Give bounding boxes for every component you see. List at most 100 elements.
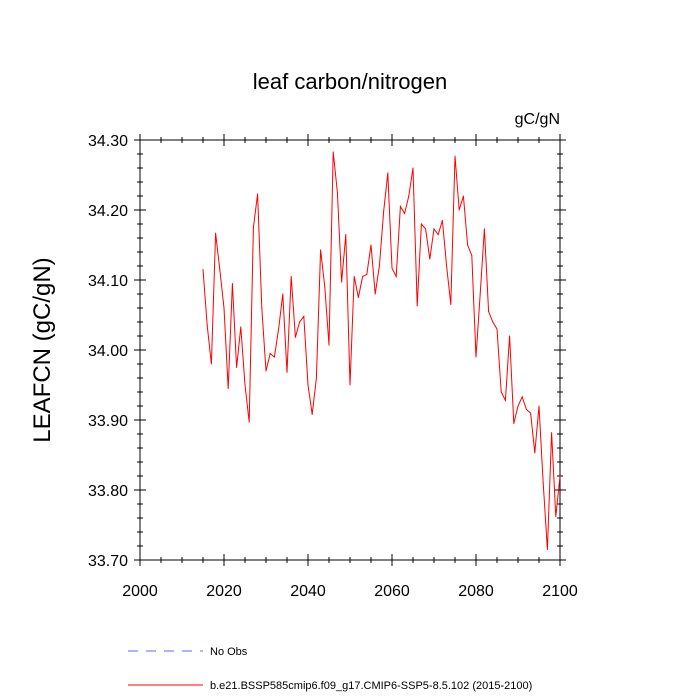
data-point [462, 195, 464, 197]
data-point [404, 213, 406, 214]
data-point [475, 356, 477, 358]
data-point [202, 269, 204, 270]
data-point [315, 377, 317, 379]
data-point [299, 321, 301, 323]
data-point [488, 311, 490, 312]
data-point [290, 276, 292, 277]
data-point [252, 227, 254, 228]
data-point [366, 273, 368, 275]
data-point [399, 206, 401, 207]
data-point [454, 155, 456, 157]
data-point [307, 384, 309, 386]
data-point [458, 209, 460, 211]
data-point [286, 371, 288, 373]
data-point [446, 265, 448, 267]
data-point [542, 482, 544, 484]
data-point [370, 244, 372, 246]
x-tick-label: 2040 [290, 583, 326, 600]
data-point [244, 384, 246, 386]
data-point [278, 328, 280, 330]
data-point [261, 307, 263, 309]
data-point [387, 172, 389, 174]
data-point [231, 283, 233, 284]
data-point [425, 228, 427, 230]
data-point [496, 328, 498, 330]
y-axis-title: LEAFCN (gC/gN) [29, 257, 56, 442]
data-point [265, 370, 267, 372]
data-point [227, 388, 229, 389]
data-point [341, 281, 343, 283]
units-label: gC/gN [515, 111, 560, 128]
x-tick-label: 2080 [458, 583, 494, 600]
data-point [311, 413, 313, 415]
legend: No Obs b.e21.BSSP585cmip6.f09_g17.CMIP6-… [128, 646, 532, 692]
plot-frame [139, 139, 561, 561]
data-point [450, 304, 452, 305]
data-point [559, 475, 561, 477]
data-point [353, 276, 355, 277]
y-tick-label: 34.20 [88, 203, 128, 220]
data-point [534, 452, 536, 454]
x-tick-label: 2020 [206, 583, 242, 600]
data-point [492, 321, 494, 323]
data-point [223, 307, 225, 309]
data-point [471, 255, 473, 256]
data-point [345, 234, 347, 235]
data-point [517, 405, 519, 407]
data-point [328, 344, 330, 346]
data-point [282, 293, 284, 295]
y-tick-label: 33.70 [88, 553, 128, 570]
data-point [479, 293, 481, 295]
x-tick-label: 2100 [542, 583, 578, 600]
data-point [383, 211, 385, 213]
chart-title: leaf carbon/nitrogen [253, 69, 447, 94]
data-point [538, 405, 540, 407]
data-point [324, 286, 326, 288]
data-point [467, 244, 469, 246]
data-point [408, 195, 410, 197]
legend-label-no-obs: No Obs [210, 646, 248, 658]
data-point [362, 276, 364, 277]
y-tick-label: 34.10 [88, 273, 128, 290]
data-point [500, 391, 502, 393]
data-point [551, 432, 553, 434]
data-point [374, 293, 376, 295]
data-point [206, 325, 208, 326]
data-point [420, 223, 422, 225]
data-point [555, 516, 557, 518]
y-tick-label: 33.80 [88, 483, 128, 500]
y-tick-label: 34.30 [88, 133, 128, 150]
data-point [294, 336, 296, 338]
x-tick-label: 2000 [122, 583, 158, 600]
data-point [416, 305, 418, 307]
data-point [357, 297, 359, 298]
data-point [215, 232, 217, 234]
data-point [433, 228, 435, 230]
series-line-1 [202, 151, 561, 550]
data-point [248, 421, 250, 423]
data-point [437, 234, 439, 235]
data-point [395, 276, 397, 277]
data-point [530, 412, 532, 414]
data-point [303, 315, 305, 317]
data-point [378, 265, 380, 267]
data-point [240, 326, 242, 328]
data-point [257, 193, 259, 195]
x-tick-label: 2060 [374, 583, 410, 600]
data-point [219, 269, 221, 270]
data-point [273, 356, 275, 358]
data-point [513, 423, 515, 424]
data-point [441, 220, 443, 221]
data-point [504, 399, 506, 401]
data-point [269, 353, 271, 354]
data-point [320, 249, 322, 251]
data-point [412, 167, 414, 169]
data-point [332, 151, 334, 153]
data-point [210, 363, 212, 365]
legend-label-model-run: b.e21.BSSP585cmip6.f09_g17.CMIP6-SSP5-8.… [210, 680, 532, 692]
data-point [429, 258, 431, 260]
data-point [391, 267, 393, 269]
data-point [236, 367, 238, 368]
y-tick-label: 33.90 [88, 413, 128, 430]
